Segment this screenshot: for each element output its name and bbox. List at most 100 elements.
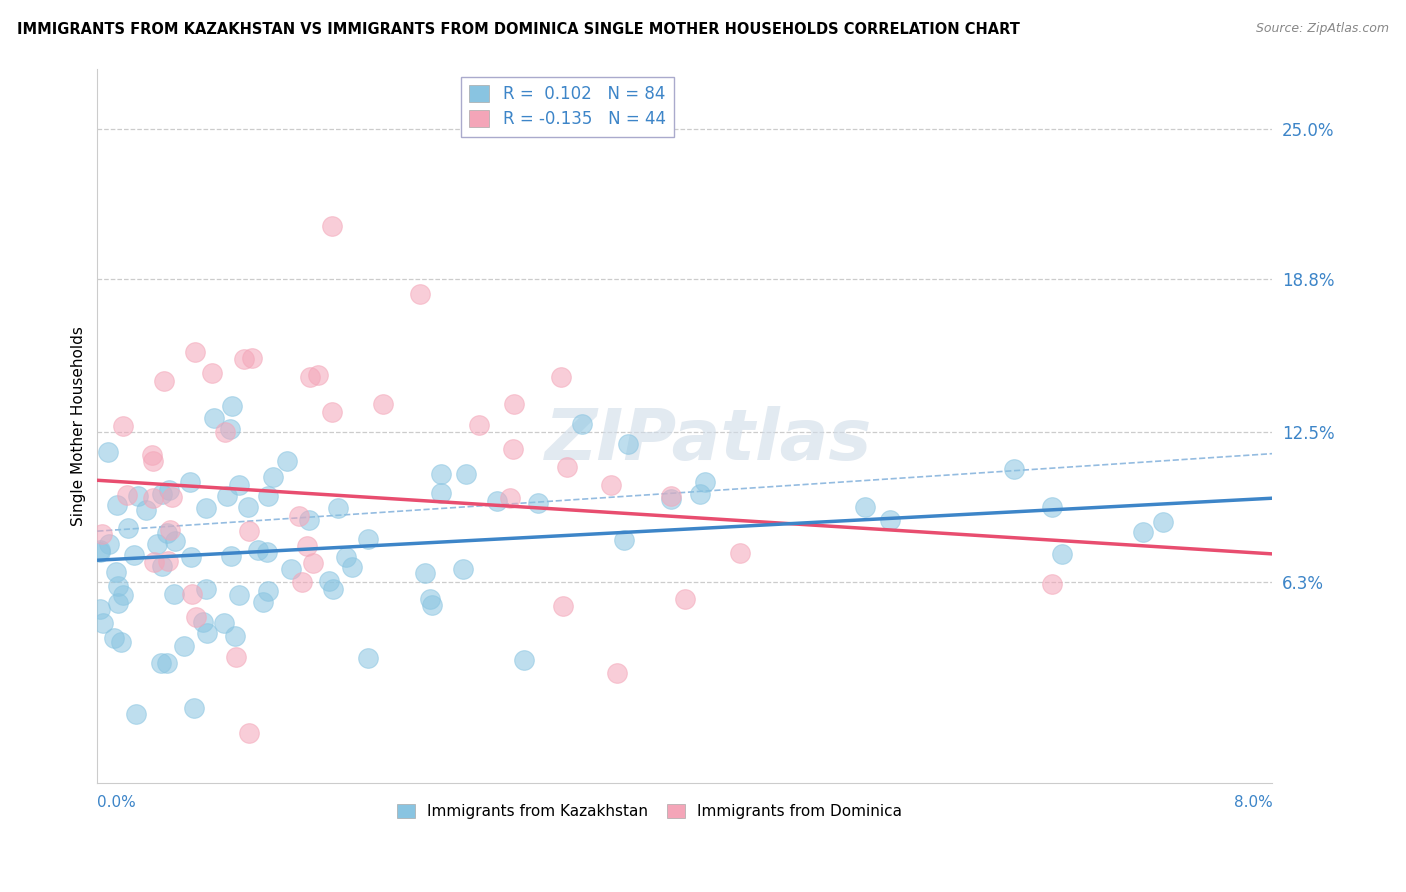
Point [321,219,343,233]
Text: Source: ZipAtlas.com: Source: ZipAtlas.com [1256,22,1389,36]
Point [160,490,183,504]
Point [195,626,218,640]
Point [142,491,165,505]
Point [326,500,349,515]
Point [156,554,179,568]
Point [214,615,236,630]
Point [276,453,298,467]
Point [157,483,180,497]
Point [103,632,125,646]
Point [127,489,149,503]
Point [728,546,751,560]
Point [340,560,363,574]
Point [419,591,441,606]
Point [150,558,173,573]
Point [606,666,628,681]
Point [659,489,682,503]
Point [247,542,270,557]
Point [503,397,526,411]
Point [191,615,214,630]
Point [183,701,205,715]
Point [217,489,239,503]
Point [150,486,173,500]
Point [409,286,432,301]
Point [298,513,321,527]
Point [89,545,111,559]
Point [371,397,394,411]
Point [221,399,243,413]
Point [91,615,114,630]
Point [527,496,550,510]
Point [616,436,638,450]
Point [1050,547,1073,561]
Point [179,475,201,490]
Point [420,598,443,612]
Point [195,500,218,515]
Point [97,445,120,459]
Point [262,469,284,483]
Point [659,491,682,506]
Point [173,639,195,653]
Point [454,467,477,481]
Point [115,488,138,502]
Point [280,561,302,575]
Point [238,726,260,740]
Point [430,467,453,481]
Point [228,588,250,602]
Point [236,500,259,514]
Text: 0.0%: 0.0% [97,795,136,810]
Point [184,609,207,624]
Point [502,442,524,456]
Point [181,587,204,601]
Point [357,650,380,665]
Point [163,587,186,601]
Point [89,542,111,557]
Point [291,574,314,589]
Point [142,555,165,569]
Point [107,579,129,593]
Point [180,550,202,565]
Point [1040,577,1063,591]
Point [146,537,169,551]
Point [218,422,240,436]
Point [135,503,157,517]
Point [853,500,876,514]
Point [557,459,579,474]
Point [238,524,260,538]
Point [468,417,491,432]
Point [1040,500,1063,514]
Point [91,526,114,541]
Point [183,345,205,359]
Point [1132,524,1154,539]
Point [257,489,280,503]
Point [499,491,522,505]
Point [156,656,179,670]
Point [233,352,256,367]
Point [321,405,343,419]
Text: IMMIGRANTS FROM KAZAKHSTAN VS IMMIGRANTS FROM DOMINICA SINGLE MOTHER HOUSEHOLDS : IMMIGRANTS FROM KAZAKHSTAN VS IMMIGRANTS… [17,22,1019,37]
Point [105,566,128,580]
Point [125,707,148,722]
Point [214,425,236,439]
Point [693,475,716,489]
Point [117,520,139,534]
Point [288,509,311,524]
Point [335,549,357,564]
Point [451,562,474,576]
Point [689,487,711,501]
Point [225,649,247,664]
Point [105,498,128,512]
Legend: Immigrants from Kazakhstan, Immigrants from Dominica: Immigrants from Kazakhstan, Immigrants f… [391,798,908,825]
Point [149,657,172,671]
Point [153,374,176,388]
Point [673,592,696,607]
Y-axis label: Single Mother Households: Single Mother Households [72,326,86,525]
Point [415,566,437,580]
Point [224,629,246,643]
Point [429,486,451,500]
Point [228,477,250,491]
Point [142,453,165,467]
Point [252,595,274,609]
Point [299,370,322,384]
Point [297,539,319,553]
